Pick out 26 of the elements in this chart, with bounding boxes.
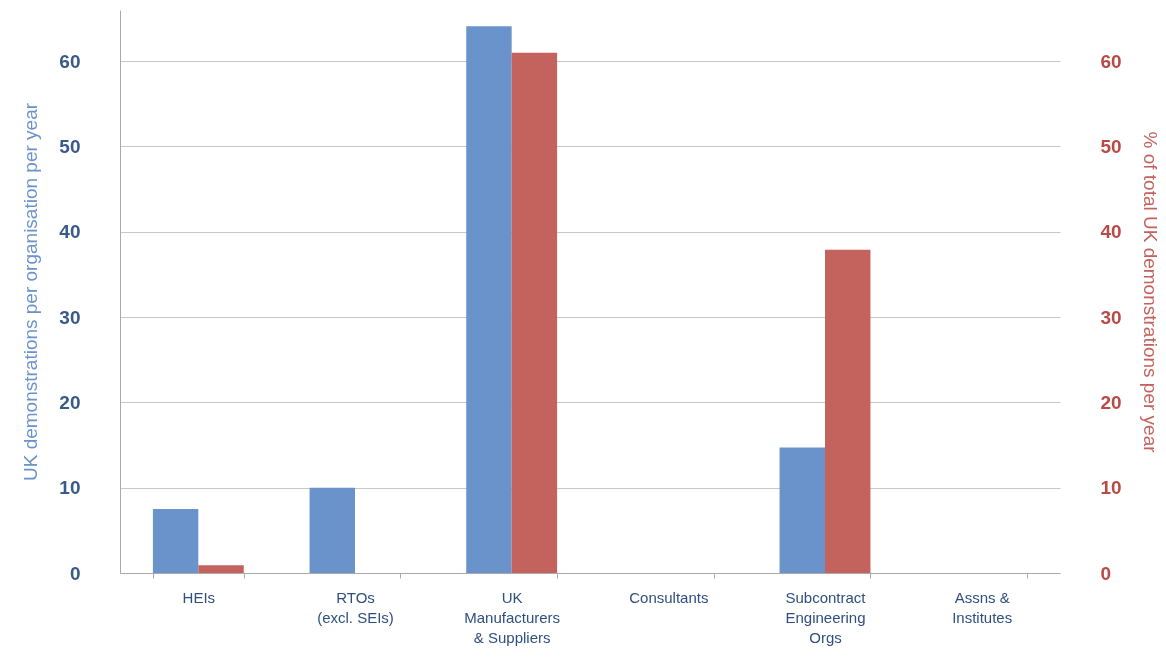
x-tick-label: RTOs (excl. SEIs) bbox=[317, 588, 394, 626]
y-tick-label: 50 bbox=[59, 135, 81, 157]
x-tick-label: Consultants bbox=[629, 588, 709, 606]
x-tick-label: Assns & Institutes bbox=[952, 588, 1013, 626]
y-tick-label: 40 bbox=[59, 221, 81, 243]
bar bbox=[309, 487, 355, 573]
y2-tick-label: 10 bbox=[1100, 477, 1122, 499]
bar bbox=[152, 509, 199, 573]
y-tick-label: 20 bbox=[59, 391, 81, 413]
x-tick-label: UK Manufacturers & Suppliers bbox=[464, 588, 561, 646]
y-tick-label: 60 bbox=[59, 50, 81, 72]
bar bbox=[198, 565, 244, 573]
y2-tick-label: 50 bbox=[1100, 135, 1122, 157]
bar bbox=[825, 249, 871, 573]
y-tick-label: 0 bbox=[69, 562, 81, 584]
y2-tick-label: 20 bbox=[1100, 391, 1122, 413]
x-tick-label: Subcontract Engineering Orgs bbox=[785, 588, 867, 646]
y-axis-title: UK demonstrations per organisation per year bbox=[20, 102, 42, 482]
y2-tick-label: 0 bbox=[1100, 562, 1112, 584]
y-tick-label: 10 bbox=[59, 477, 81, 499]
y-tick-label: 30 bbox=[59, 306, 81, 328]
y2-axis-title: % of total UK demonstrations per year bbox=[1139, 131, 1161, 454]
y2-tick-label: 30 bbox=[1100, 306, 1122, 328]
x-tick-label: HEIs bbox=[182, 588, 216, 606]
y2-tick-label: 40 bbox=[1100, 221, 1122, 243]
y2-tick-label: 60 bbox=[1100, 50, 1122, 72]
